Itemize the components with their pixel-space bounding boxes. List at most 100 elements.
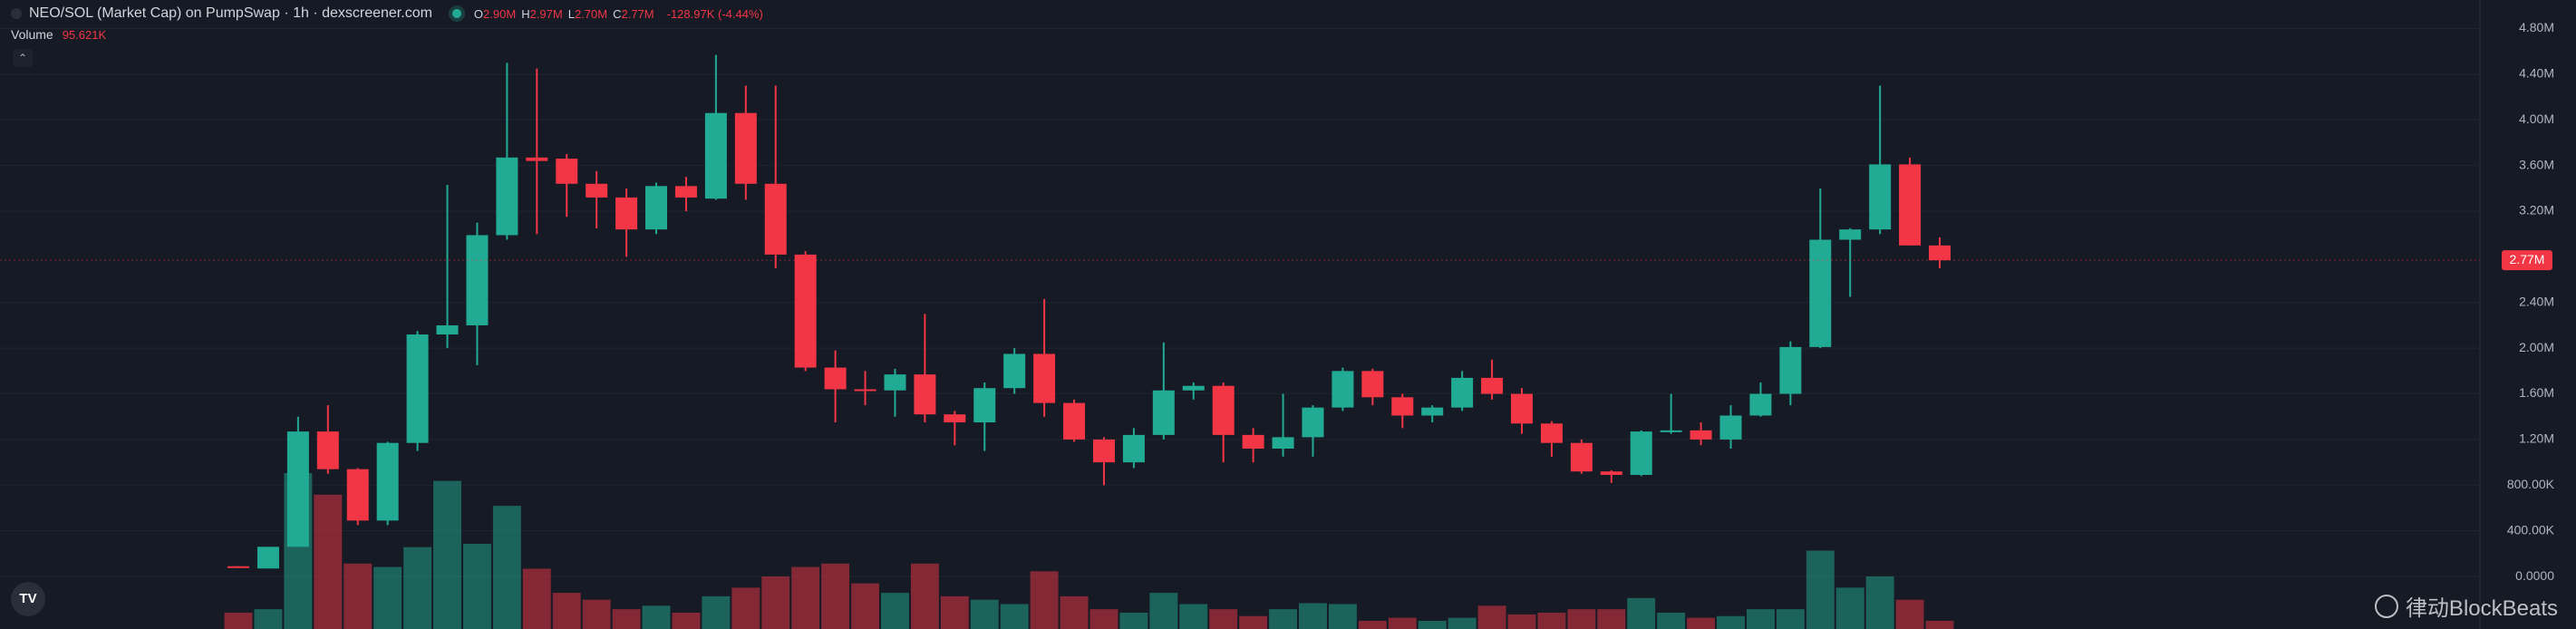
ohlc-legend: O2.90M H2.97M L2.70M C2.77M — [474, 7, 660, 21]
candle-body — [1182, 385, 1205, 391]
volume-bar — [1567, 609, 1596, 629]
candle-body — [704, 112, 727, 199]
volume-bar — [1507, 614, 1536, 629]
candle-body — [1600, 471, 1622, 475]
volume-bar — [642, 605, 671, 629]
volume-bar — [582, 599, 611, 629]
candle-body — [1749, 393, 1772, 416]
price-axis-bg — [2480, 0, 2576, 629]
ohlc-key: H — [521, 6, 530, 21]
volume-bar — [1030, 571, 1059, 629]
volume-bar — [1448, 617, 1477, 629]
candle-body — [1003, 353, 1026, 389]
chart-title: NEO/SOL (Market Cap) on PumpSwap · 1h · … — [29, 5, 432, 21]
y-tick-label: 0.0000 — [2515, 568, 2554, 583]
candle-body — [1063, 402, 1086, 440]
candle-body — [556, 159, 578, 184]
tv-logo[interactable]: TV — [11, 582, 45, 616]
y-tick-label: 3.60M — [2519, 157, 2554, 171]
candle-body — [1242, 434, 1264, 449]
candle-body — [586, 183, 608, 198]
candle-body — [257, 547, 279, 569]
volume-bar — [1418, 620, 1447, 629]
volume-bar — [970, 599, 999, 629]
volume-bar — [1477, 605, 1506, 629]
volume-bar — [1627, 597, 1656, 629]
ohlc-key: C — [613, 6, 622, 21]
volume-bar — [1388, 617, 1417, 629]
volume-bar — [403, 547, 432, 629]
volume-bar — [1597, 609, 1626, 629]
y-tick-label: 4.40M — [2519, 66, 2554, 81]
watermark: 律动BlockBeats — [2374, 590, 2558, 622]
candle-body — [1510, 393, 1533, 424]
candle-body — [316, 431, 339, 469]
ohlc-value: 2.70M — [574, 6, 608, 21]
volume-bar — [1060, 595, 1089, 629]
collapse-button[interactable]: ⌃ — [13, 49, 33, 67]
last-price-label: 2.77M — [2510, 252, 2545, 266]
candle-body — [1809, 239, 1832, 347]
candle-body — [854, 389, 876, 392]
volume-bar — [672, 612, 701, 629]
candle-body — [1033, 353, 1056, 403]
candle-body — [1122, 434, 1145, 463]
volume-bar — [1835, 587, 1864, 629]
candle-body — [1630, 431, 1652, 475]
candle-body — [406, 334, 429, 443]
candle-body — [794, 254, 817, 368]
volume-header: Volume 95.621K — [11, 27, 106, 42]
candle-body — [944, 414, 966, 423]
candle-body — [1332, 371, 1354, 408]
volume-bar — [1537, 612, 1566, 629]
candle-body — [1272, 437, 1294, 449]
ohlc-value: 2.90M — [483, 6, 517, 21]
volume-bar — [1209, 609, 1238, 629]
volume-bar — [821, 563, 850, 629]
candle-body — [1719, 415, 1742, 440]
volume-bar — [1806, 550, 1835, 629]
volume-bar — [731, 587, 760, 629]
volume-bar — [1358, 620, 1387, 629]
volume-bar — [1119, 612, 1148, 629]
watermark-text: 律动BlockBeats — [2405, 596, 2558, 621]
volume-bar — [1179, 604, 1208, 629]
candle-body — [1302, 407, 1324, 438]
volume-bar — [1776, 609, 1805, 629]
ohlc-value: 2.77M — [621, 6, 654, 21]
candle-body — [1570, 442, 1593, 472]
ohlc-key: L — [567, 6, 575, 21]
volume-bar — [492, 506, 521, 629]
volume-value: 95.621K — [62, 27, 107, 42]
candle-body — [1839, 229, 1862, 240]
volume-bar — [522, 568, 551, 629]
candle-body — [1540, 423, 1563, 443]
candle-body — [1421, 407, 1444, 416]
candle-body — [645, 186, 668, 230]
candle-body — [973, 388, 996, 423]
volume-bar — [880, 593, 909, 629]
y-tick-label: 3.20M — [2519, 203, 2554, 218]
watermark-icon — [2374, 594, 2398, 618]
candle-body — [824, 367, 847, 390]
volume-bar — [1865, 576, 1894, 629]
volume-bar — [1746, 609, 1775, 629]
candle-body — [674, 186, 697, 198]
candle-body — [914, 374, 936, 415]
volume-bar — [851, 583, 879, 629]
y-tick-label: 4.80M — [2519, 20, 2554, 34]
change: -128.97K (-4.44%) — [666, 6, 763, 21]
candle-body — [1779, 346, 1802, 394]
candle-body — [1929, 245, 1951, 261]
candle-body — [1092, 439, 1115, 463]
candle-body — [1391, 397, 1414, 416]
y-tick-label: 1.20M — [2519, 431, 2554, 446]
candle-body — [1660, 430, 1682, 432]
candle-body — [1869, 164, 1892, 230]
volume-title: Volume — [11, 27, 53, 42]
volume-bar — [314, 494, 343, 629]
volume-bar — [940, 595, 969, 629]
volume-bar — [612, 609, 641, 629]
